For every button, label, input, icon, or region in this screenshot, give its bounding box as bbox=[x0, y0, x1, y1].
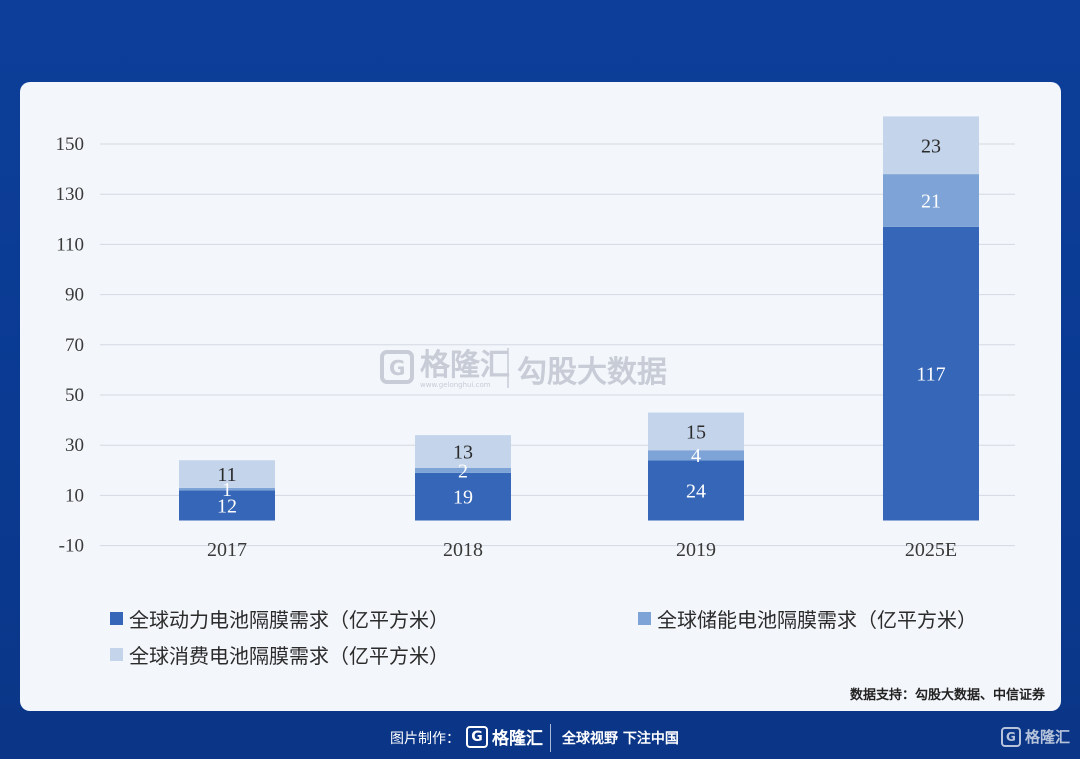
data-label: 1 bbox=[222, 479, 232, 501]
bar-segment bbox=[415, 435, 511, 468]
y-axis: -10 10 30 50 70 90 110 130 150 bbox=[56, 134, 85, 557]
legend-swatch-storage bbox=[638, 612, 651, 625]
y-tick-label: 10 bbox=[65, 485, 84, 506]
x-tick-label: 2025E bbox=[905, 539, 957, 561]
watermark-text: 勾股大数据 bbox=[517, 355, 667, 390]
data-label: 2 bbox=[458, 460, 468, 482]
bar-segment bbox=[179, 487, 275, 491]
footer-logo: G 格隆汇 bbox=[466, 724, 543, 749]
y-tick-label: 30 bbox=[65, 435, 84, 456]
bar-segment bbox=[179, 460, 275, 488]
data-label: 23 bbox=[921, 135, 941, 157]
bar-segment bbox=[648, 412, 744, 451]
y-tick-label: 110 bbox=[56, 234, 84, 255]
bar-segment bbox=[415, 467, 511, 473]
footer-right-logo: G 格隆汇 bbox=[1000, 726, 1070, 747]
legend-label-power: 全球动力电池隔膜需求（亿平方米） bbox=[129, 608, 449, 632]
x-tick-label: 2017 bbox=[207, 539, 247, 561]
bar-segment bbox=[179, 490, 275, 521]
watermark-logo-icon bbox=[380, 350, 414, 384]
stacked-bar-chart: -10 10 30 50 70 90 110 130 150 G 格隆汇 www.gelongh… bbox=[56, 116, 1015, 561]
y-tick-label: 150 bbox=[56, 134, 85, 155]
data-source: 数据支持：勾股大数据、中信证券 bbox=[849, 688, 1045, 703]
gelonghui-corner-icon: G bbox=[1000, 726, 1021, 747]
data-label: 4 bbox=[691, 445, 701, 467]
y-tick-label: 130 bbox=[56, 184, 85, 205]
x-tick-label: 2018 bbox=[443, 539, 483, 561]
x-tick-label: 2019 bbox=[676, 539, 716, 561]
legend-item-power: 全球动力电池隔膜需求（亿平方米） bbox=[110, 604, 449, 633]
bar-segment bbox=[648, 460, 744, 521]
legend-item-storage: 全球储能电池隔膜需求（亿平方米） bbox=[638, 604, 977, 633]
data-label: 12 bbox=[217, 495, 237, 517]
bar-segment bbox=[883, 226, 979, 521]
footer-slogan: 全球视野 下注中国 bbox=[562, 731, 679, 747]
y-tick-label: 70 bbox=[65, 335, 84, 356]
data-label: 11 bbox=[217, 464, 236, 486]
bar-segment bbox=[415, 472, 511, 521]
footer-brand: 格隆汇 bbox=[492, 729, 543, 749]
chart-card: -10 10 30 50 70 90 110 130 150 G 格隆汇 www.gelongh… bbox=[20, 82, 1061, 711]
bar-segment bbox=[648, 450, 744, 461]
watermark: G 格隆汇 www.gelonghui.com 勾股大数据 bbox=[380, 348, 667, 390]
watermark-logo-letter: G bbox=[389, 356, 405, 380]
legend-swatch-consumer bbox=[110, 648, 123, 661]
x-axis: 2017 2018 2019 2025E bbox=[207, 539, 957, 561]
data-label: 21 bbox=[921, 190, 941, 212]
y-tick-label: 90 bbox=[65, 285, 84, 306]
bars bbox=[179, 116, 979, 521]
data-label: 13 bbox=[453, 441, 473, 463]
legend-label-storage: 全球储能电池隔膜需求（亿平方米） bbox=[657, 608, 977, 632]
legend-swatch-power bbox=[110, 612, 123, 625]
watermark-brand: 格隆汇 bbox=[420, 348, 510, 383]
bar-segment bbox=[883, 174, 979, 227]
data-label: 15 bbox=[686, 421, 706, 443]
bar-segment bbox=[883, 116, 979, 175]
data-label: 117 bbox=[916, 364, 945, 386]
footer: 图片制作： G 格隆汇 全球视野 下注中国 G 格隆汇 bbox=[0, 718, 1080, 759]
y-tick-label: 50 bbox=[65, 385, 84, 406]
footer-label: 图片制作： bbox=[390, 731, 460, 747]
y-tick-label: -10 bbox=[59, 536, 84, 557]
data-label: 19 bbox=[453, 487, 473, 509]
footer-divider bbox=[550, 724, 551, 752]
footer-right-brand: 格隆汇 bbox=[1024, 728, 1070, 746]
legend: 全球动力电池隔膜需求（亿平方米） 全球储能电池隔膜需求（亿平方米） 全球消费电池… bbox=[110, 604, 1040, 674]
gelonghui-logo-icon: G bbox=[466, 725, 488, 748]
legend-item-consumer: 全球消费电池隔膜需求（亿平方米） bbox=[110, 640, 449, 669]
legend-label-consumer: 全球消费电池隔膜需求（亿平方米） bbox=[129, 644, 449, 668]
watermark-domain: www.gelonghui.com bbox=[420, 381, 491, 389]
data-label: 24 bbox=[686, 480, 706, 502]
